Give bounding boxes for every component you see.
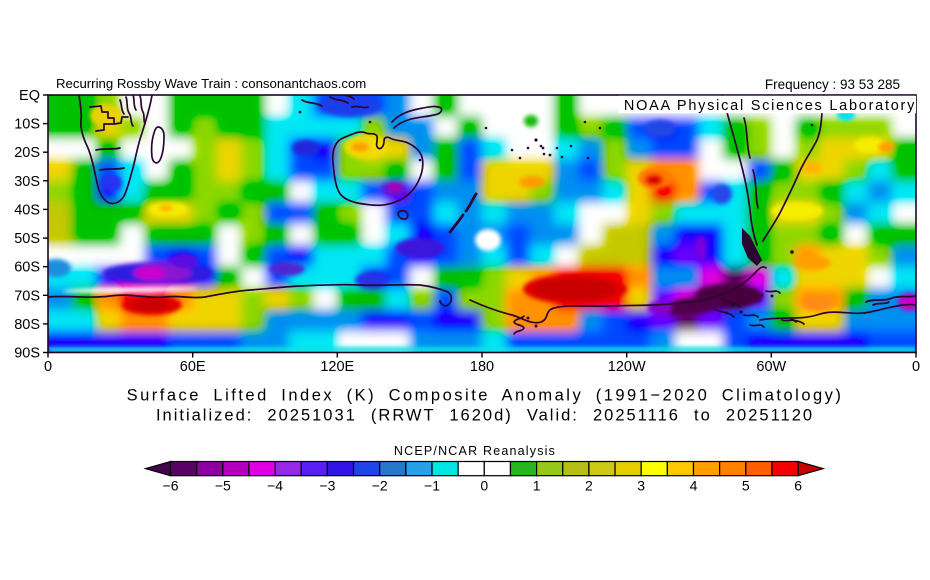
svg-text:60S: 60S <box>14 260 40 276</box>
svg-text:6: 6 <box>794 478 802 494</box>
svg-text:80S: 80S <box>14 317 40 333</box>
svg-text:EQ: EQ <box>19 88 40 104</box>
svg-text:120W: 120W <box>608 359 646 375</box>
svg-text:NOAA Physical Sciences Laborat: NOAA Physical Sciences Laboratory <box>624 98 916 114</box>
svg-text:30S: 30S <box>14 174 40 190</box>
svg-text:5: 5 <box>742 478 750 494</box>
svg-text:0: 0 <box>912 359 920 375</box>
svg-text:Recurring Rossby Wave Train :: Recurring Rossby Wave Train : consonantc… <box>56 76 366 91</box>
svg-text:50S: 50S <box>14 231 40 247</box>
svg-text:1: 1 <box>533 478 541 494</box>
svg-text:70S: 70S <box>14 288 40 304</box>
svg-text:Surface Lifted Index (K) Compo: Surface Lifted Index (K) Composite Anoma… <box>127 387 844 405</box>
svg-text:10S: 10S <box>14 117 40 133</box>
svg-text:40S: 40S <box>14 202 40 218</box>
svg-text:Frequency : 93 53 285: Frequency : 93 53 285 <box>765 77 900 92</box>
svg-text:−6: −6 <box>163 478 179 494</box>
svg-text:180: 180 <box>470 359 494 375</box>
svg-text:NCEP/NCAR Reanalysis: NCEP/NCAR Reanalysis <box>394 444 556 458</box>
svg-text:−4: −4 <box>267 478 283 494</box>
svg-text:90S: 90S <box>14 346 40 362</box>
svg-text:0: 0 <box>44 359 52 375</box>
svg-text:20S: 20S <box>14 145 40 161</box>
svg-text:−2: −2 <box>372 478 388 494</box>
svg-text:120E: 120E <box>320 359 354 375</box>
svg-text:Initialized: 20251031 (RRWT 16: Initialized: 20251031 (RRWT 1620d) Valid… <box>156 407 814 425</box>
svg-text:2: 2 <box>585 478 593 494</box>
svg-text:60W: 60W <box>756 359 786 375</box>
svg-text:0: 0 <box>480 478 488 494</box>
svg-text:−1: −1 <box>424 478 440 494</box>
svg-text:60E: 60E <box>180 359 206 375</box>
svg-text:4: 4 <box>690 478 698 494</box>
svg-text:3: 3 <box>637 478 645 494</box>
svg-text:−5: −5 <box>215 478 231 494</box>
svg-text:−3: −3 <box>319 478 335 494</box>
